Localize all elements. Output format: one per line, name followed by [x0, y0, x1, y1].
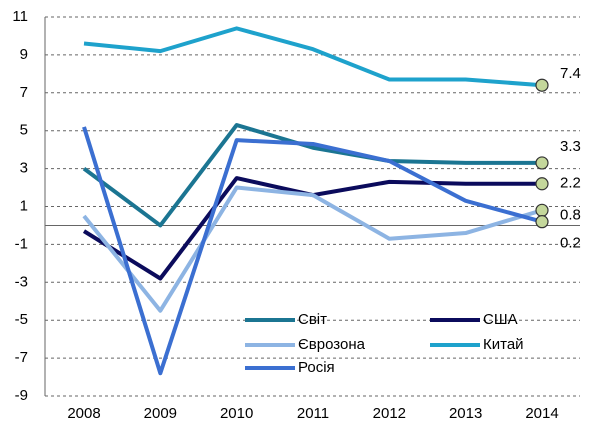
data-label: 3.3	[560, 138, 581, 155]
x-tick-label: 2010	[220, 405, 253, 422]
x-tick-label: 2013	[449, 405, 482, 422]
data-label: 0.2	[560, 235, 581, 252]
y-tick-label: -9	[15, 387, 28, 404]
end-marker	[535, 78, 549, 92]
y-tick-label: 1	[20, 197, 28, 214]
y-tick-label: -1	[15, 235, 28, 252]
series-line	[82, 126, 543, 376]
end-marker	[535, 177, 549, 191]
x-tick-label: 2014	[525, 405, 558, 422]
y-tick-label: 5	[20, 122, 28, 139]
x-tick-label: 2012	[373, 405, 406, 422]
x-tick-label: 2011	[297, 405, 329, 422]
series-line	[82, 185, 543, 313]
legend-label: Єврозона	[298, 336, 366, 353]
legend-label: Світ	[298, 311, 327, 328]
y-tick-label: -7	[15, 349, 28, 366]
legend-label: Китай	[483, 336, 524, 353]
x-tick-label: 2008	[67, 405, 100, 422]
data-label: 2.2	[560, 175, 581, 192]
y-tick-label: -3	[15, 273, 28, 290]
x-tick-label: 2009	[144, 405, 177, 422]
legend-label: Росія	[298, 359, 335, 376]
y-tick-label: 3	[20, 160, 28, 177]
y-tick-label: 11	[12, 8, 28, 25]
end-marker	[535, 215, 549, 229]
y-tick-label: 9	[20, 46, 28, 63]
end-marker	[535, 203, 549, 217]
y-tick-label: 7	[20, 84, 28, 101]
series-line	[82, 123, 542, 228]
data-label: 7.4	[560, 65, 581, 82]
data-label: 0.8	[560, 206, 581, 223]
legend-label: США	[483, 311, 518, 328]
y-tick-label: -5	[15, 311, 28, 328]
series-line	[83, 26, 543, 88]
end-marker	[535, 156, 549, 170]
